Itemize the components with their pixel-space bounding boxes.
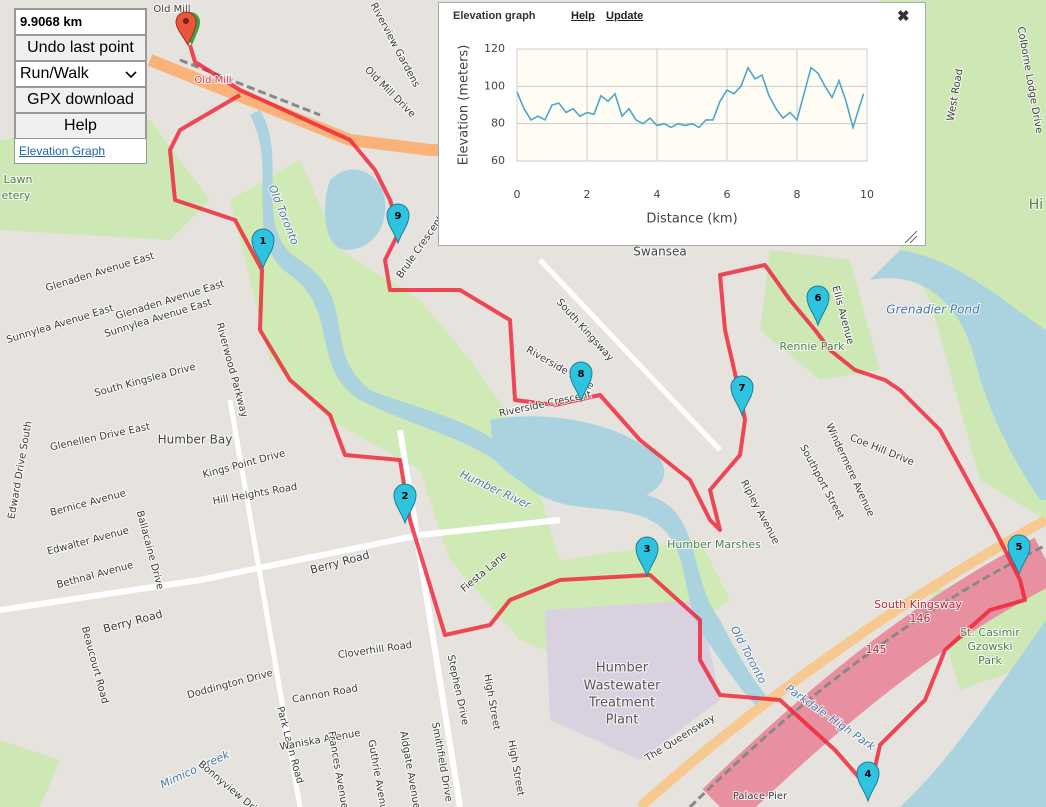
route-marker [1007,534,1031,576]
y-tick-label: 100 [484,79,505,92]
help-link[interactable]: Help [571,10,595,22]
route-marker [251,228,275,270]
y-axis-label: Elevation (meters) [457,45,472,166]
x-tick-label: 0 [514,188,521,201]
map-label: Rennie Park [780,340,846,353]
plot-area [516,48,868,162]
control-panel: 9.9068 km Undo last point Run/Walk GPX d… [14,8,147,164]
distance-readout: 9.9068 km [15,9,146,35]
map-label: Humber Bay [158,433,233,447]
railway [688,543,1046,807]
elevation-link[interactable]: Elevation Graph [19,144,106,158]
marker-label: 6 [815,293,822,304]
park [0,740,60,807]
map-label: etery [2,189,31,202]
elevation-panel: Elevation graph Help Update ✖ 60 80 100 120… [438,2,926,246]
map-label: Gzowski [967,640,1012,653]
road [538,258,722,452]
help-button[interactable]: Help [15,113,146,139]
select-arrow [125,71,137,79]
map-label: Plant [606,713,639,728]
highway [702,537,1046,807]
x-tick-label: 4 [654,188,661,201]
marker-label: 3 [644,544,651,555]
x-tick-label: 8 [794,188,801,201]
marker-label: 4 [865,769,872,780]
undo-button[interactable]: Undo last point [15,35,146,61]
elevation-chart: 60 80 100 120 0 2 4 6 8 10 Distance (km) Elevation … [457,42,918,244]
map-label: St. Casimir [960,626,1020,639]
map-label: Humber Marshes [667,538,761,551]
marker-label: 2 [402,491,409,502]
route-marker [806,285,830,327]
x-tick-label: 2 [584,188,591,201]
map-label: Treatment [588,696,655,711]
road [0,517,561,613]
x-axis-label: Distance (km) [646,212,737,227]
map-label: Hi [1029,197,1043,213]
pond [490,416,665,501]
route [168,44,1027,792]
mode-value: Run/Walk [20,65,89,82]
route-marker [635,536,659,578]
route-marker [569,361,593,403]
marker-label: 1 [260,236,267,247]
map-label: Humber [596,661,649,676]
route-marker [730,375,754,417]
y-tick-label: 120 [484,42,505,55]
road [147,54,440,156]
route-marker [856,761,880,803]
marker-label: 7 [739,383,746,394]
gpx-button[interactable]: GPX download [15,87,146,113]
map-label: Old Mill [194,75,231,86]
map-label: Lawn [4,173,33,186]
update-link[interactable]: Update [606,10,644,22]
road [227,399,303,807]
pond [325,169,386,250]
route-marker [393,483,417,525]
close-button[interactable]: ✖ [897,8,910,25]
grenadier-pond [870,250,1046,500]
map-label: 145 [866,643,887,656]
y-tick-label: 80 [491,117,505,130]
map-label: Palace Pier [733,791,788,802]
map-label: Wastewater [584,679,662,694]
y-tick-label: 60 [491,154,505,167]
marker-label: 5 [1016,542,1023,553]
elevation-line [516,65,865,131]
x-tick-label: 10 [860,188,874,201]
resize-handle [904,230,918,244]
route-marker [386,203,410,245]
x-tick-label: 6 [724,188,731,201]
start-marker[interactable] [175,11,200,47]
map-label: Swansea [633,245,686,259]
industrial [545,600,720,760]
road [636,515,1046,807]
map-label: South Kingsway [874,598,962,611]
river [250,110,770,710]
map-label: 146 [910,612,931,625]
lake [900,620,1046,807]
marker-label: 8 [578,369,585,380]
marker-label: 9 [395,211,402,222]
map-label: Park [978,654,1002,667]
park [230,160,730,680]
map-label: Grenadier Pond [886,303,980,317]
panel-title: Elevation graph [453,10,536,22]
mode-select[interactable]: Run/Walk [15,61,146,87]
